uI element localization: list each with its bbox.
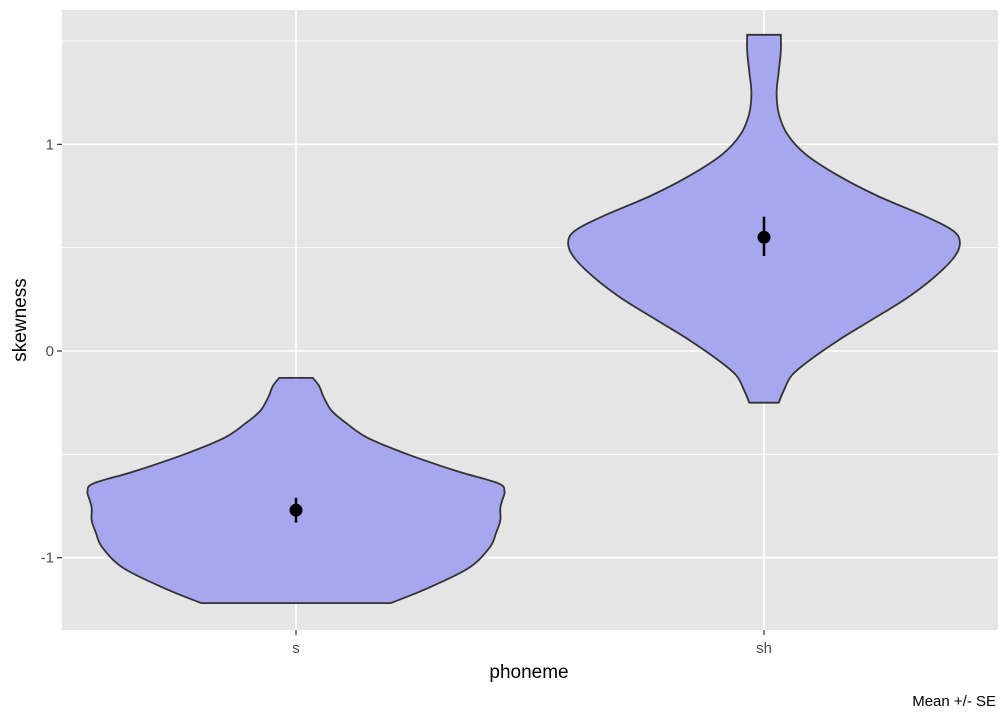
x-axis-title: phoneme [489,662,568,683]
y-tick-label: 1 [46,136,54,153]
x-tick-label: s [292,640,300,657]
y-tick-label: -1 [41,550,54,567]
y-axis-title: skewness [10,278,31,361]
violin-s [86,377,506,604]
x-axis: s sh [292,630,772,657]
caption: Mean +/- SE [912,693,996,710]
mean-point-s [289,503,303,517]
x-tick-label: sh [756,640,772,657]
mean-point-sh [757,230,771,244]
y-axis: -1 0 1 [41,136,62,567]
summary-points [289,216,771,523]
y-tick-label: 0 [46,343,54,360]
